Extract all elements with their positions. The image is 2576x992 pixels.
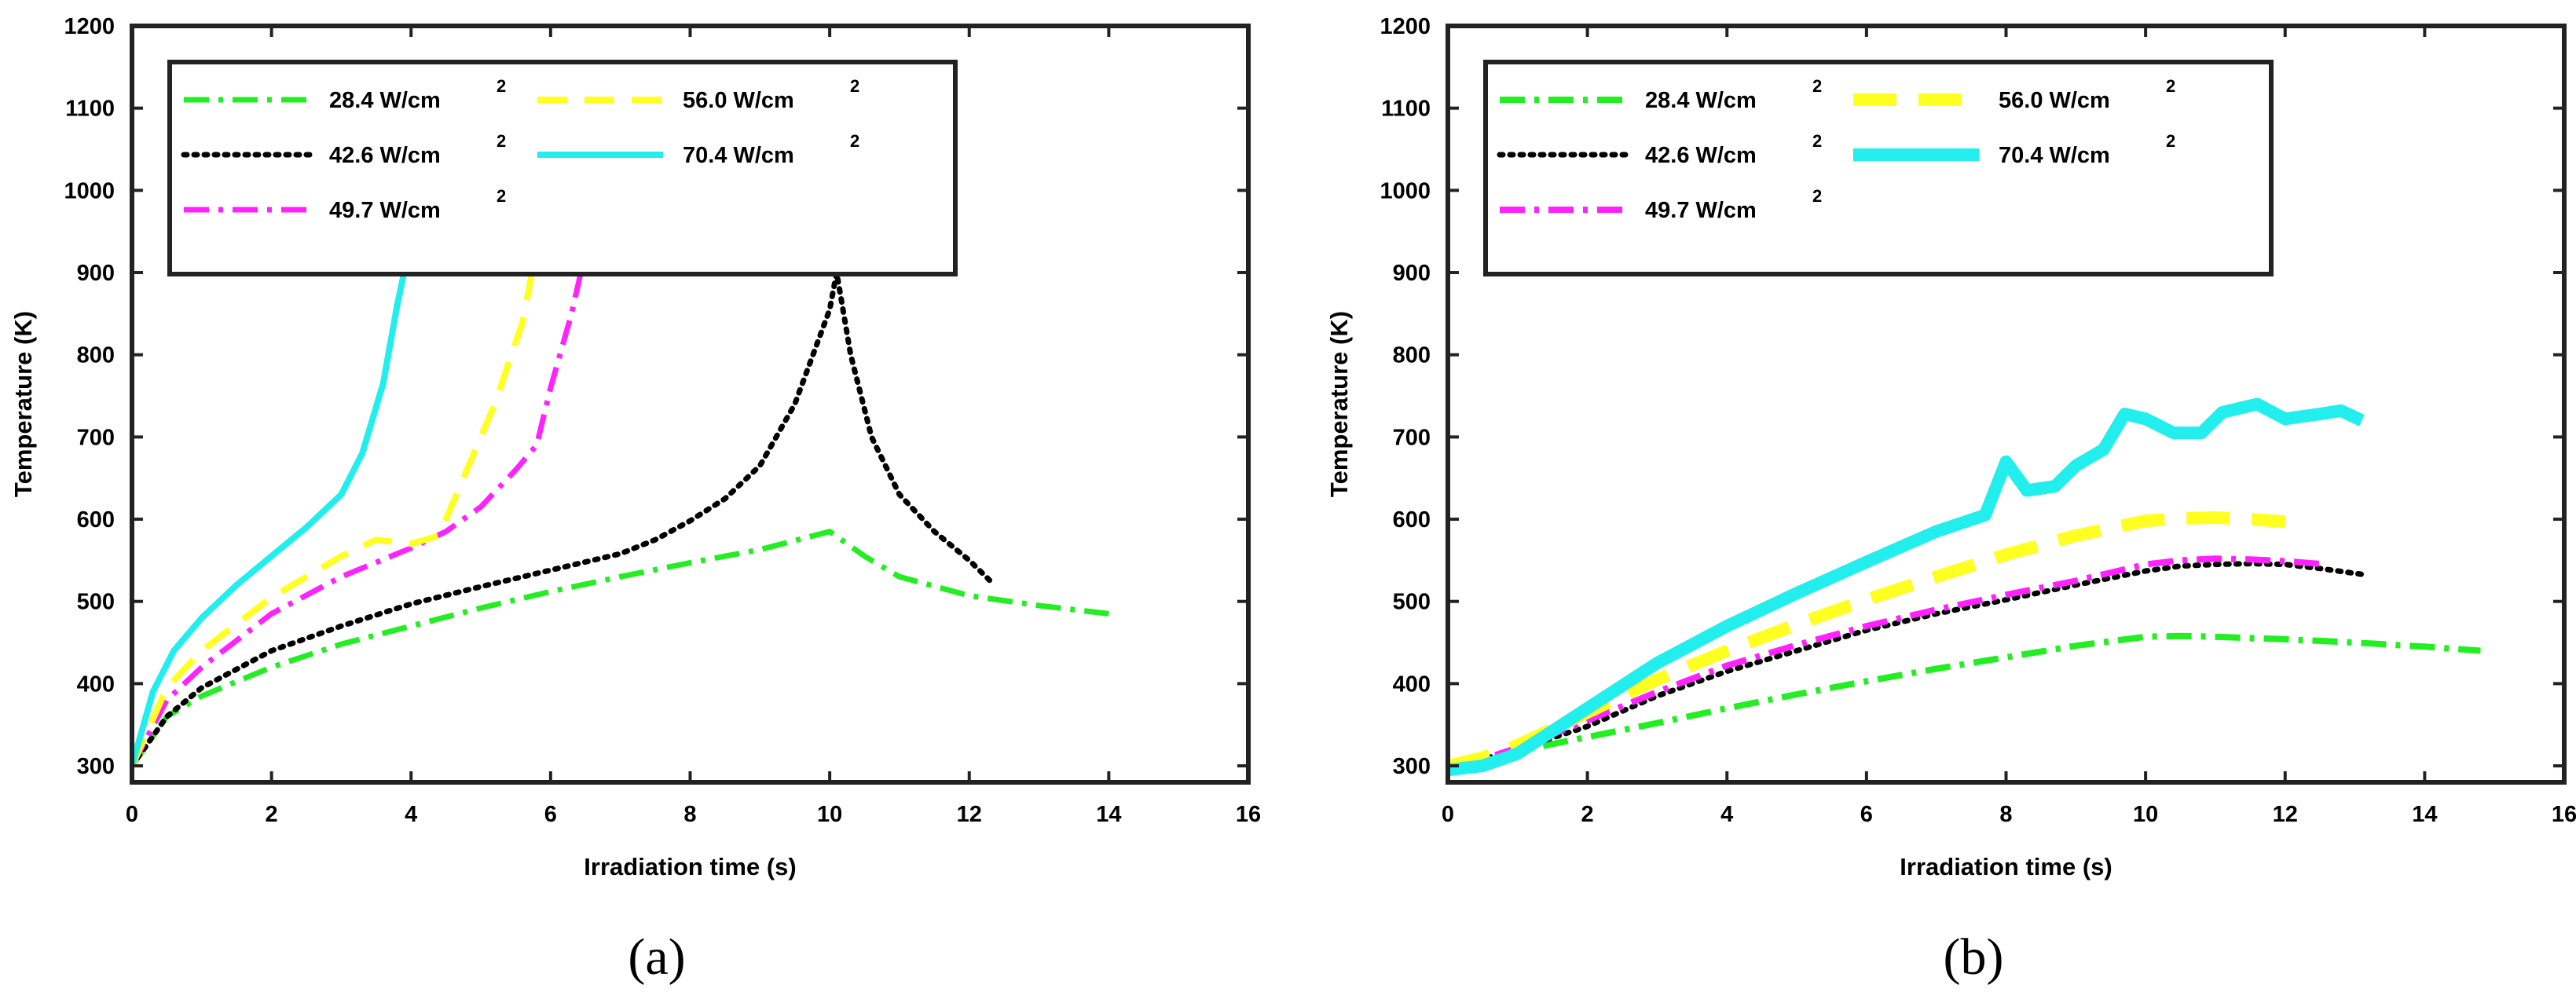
series-line-70-4 <box>132 235 415 767</box>
y-tick-label: 300 <box>77 754 115 779</box>
legend-label: 70.4 W/cm <box>683 143 794 168</box>
legend: 28.4 W/cm 2 42.6 W/cm 2 49.7 W/cm 2 56.0 W/cm 2… <box>167 60 958 276</box>
x-tick-label: 0 <box>126 802 138 827</box>
y-tick-label: 600 <box>1393 507 1431 533</box>
y-tick-label: 500 <box>77 590 115 615</box>
x-tick-label: 6 <box>544 802 557 827</box>
legend-label: 56.0 W/cm <box>683 88 794 113</box>
y-tick-label: 900 <box>1393 261 1431 286</box>
legend-superscript: 2 <box>2166 131 2175 151</box>
series-group <box>1448 397 2481 777</box>
y-tick-label: 700 <box>77 425 115 450</box>
x-tick-label: 8 <box>683 802 696 827</box>
legend-label: 70.4 W/cm <box>1999 143 2110 168</box>
y-tick-label: 500 <box>1393 590 1431 615</box>
chart-panel-b: 0 2 4 6 8 10 12 14 16 300 400 500 600 700 800 900 1000 11… <box>1325 14 2576 986</box>
legend-superscript: 2 <box>1812 186 1822 206</box>
legend-label: 42.6 W/cm <box>1645 143 1757 168</box>
legend-label: 42.6 W/cm <box>329 143 441 168</box>
x-tick-label: 4 <box>1720 802 1733 827</box>
legend-superscript: 2 <box>497 76 506 96</box>
y-axis-label: Temperature (K) <box>9 311 37 497</box>
x-tick-label: 0 <box>1442 802 1454 827</box>
series-line-56-0 <box>132 247 540 767</box>
x-axis-label: Irradiation time (s) <box>1900 853 2112 880</box>
legend-label: 56.0 W/cm <box>1999 88 2110 113</box>
legend-superscript: 2 <box>497 186 506 206</box>
y-tick-label: 1000 <box>64 178 115 203</box>
y-tick-label: 900 <box>77 261 115 286</box>
y-tick-label: 600 <box>77 507 115 533</box>
y-tick-label: 1000 <box>1380 178 1431 203</box>
x-tick-label: 16 <box>1236 802 1261 827</box>
legend-label: 28.4 W/cm <box>1645 88 1757 113</box>
y-tick-label: 300 <box>1393 754 1431 779</box>
legend-superscript: 2 <box>1812 131 1822 151</box>
panel-label: (a) <box>628 928 685 986</box>
series-line-28-4 <box>132 529 1109 768</box>
legend-label: 28.4 W/cm <box>329 88 441 113</box>
y-tick-label: 800 <box>1393 343 1431 368</box>
y-tick-label: 800 <box>77 343 115 368</box>
y-tick-label: 1200 <box>1380 14 1431 39</box>
legend-label: 49.7 W/cm <box>329 198 441 223</box>
series-line-49-7 <box>132 251 588 767</box>
series-line-56-0 <box>1448 511 2286 772</box>
x-tick-label: 10 <box>2133 802 2158 827</box>
legend-superscript: 2 <box>1812 76 1822 96</box>
y-tick-label: 400 <box>1393 672 1431 697</box>
series-group <box>132 235 1109 769</box>
legend-superscript: 2 <box>850 76 859 96</box>
y-tick-label: 1200 <box>64 14 115 39</box>
x-tick-label: 10 <box>817 802 842 827</box>
series-line-70-4 <box>1448 397 2365 777</box>
x-tick-label: 16 <box>2552 802 2576 827</box>
legend-label: 49.7 W/cm <box>1645 198 1757 223</box>
y-tick-label: 1100 <box>1381 97 1431 122</box>
legend-superscript: 2 <box>497 131 506 151</box>
y-tick-label: 700 <box>1393 425 1431 450</box>
legend-superscript: 2 <box>850 131 859 151</box>
y-tick-label: 1100 <box>65 97 115 122</box>
x-tick-label: 12 <box>957 802 982 827</box>
x-tick-label: 14 <box>2412 802 2437 827</box>
y-tick-label: 400 <box>77 672 115 697</box>
x-tick-label: 2 <box>266 802 278 827</box>
x-tick-label: 14 <box>1096 802 1121 827</box>
x-tick-label: 4 <box>405 802 417 827</box>
x-axis-label: Irradiation time (s) <box>584 853 796 880</box>
y-axis-label: Temperature (K) <box>1325 311 1353 497</box>
x-tick-label: 6 <box>1860 802 1873 827</box>
series-line-42-6 <box>132 269 993 769</box>
legend-superscript: 2 <box>2166 76 2175 96</box>
chart-panel-a: 0 2 4 6 8 10 12 14 16 300 400 500 600 700 800 900 1000 11… <box>9 14 1261 986</box>
legend-box <box>167 60 958 276</box>
series-line-42-6 <box>1448 561 2365 769</box>
x-tick-label: 2 <box>1581 802 1594 827</box>
panel-label: (b) <box>1944 928 2004 986</box>
x-tick-label: 8 <box>1999 802 2012 827</box>
legend: 28.4 W/cm 2 42.6 W/cm 2 49.7 W/cm 2 56.0 W/cm 2… <box>1483 60 2274 276</box>
x-tick-label: 12 <box>2273 802 2298 827</box>
